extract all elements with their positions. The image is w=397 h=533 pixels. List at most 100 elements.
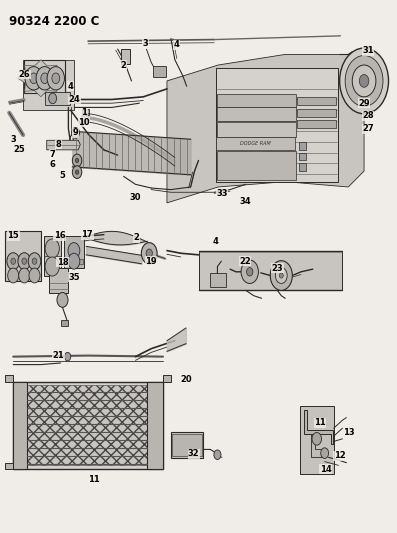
Text: 18: 18 — [57, 258, 68, 266]
Circle shape — [11, 258, 15, 264]
Text: 21: 21 — [53, 351, 64, 360]
Text: 26: 26 — [18, 70, 30, 79]
Polygon shape — [163, 375, 171, 382]
Bar — [210, 273, 226, 287]
Text: 3: 3 — [10, 135, 16, 144]
Bar — [299, 142, 306, 150]
Text: 4: 4 — [67, 82, 73, 91]
Bar — [218, 108, 296, 120]
Circle shape — [22, 258, 27, 264]
Polygon shape — [5, 375, 13, 382]
Text: 33: 33 — [216, 189, 228, 198]
Text: 30: 30 — [130, 193, 141, 202]
Circle shape — [321, 448, 329, 458]
Text: 24: 24 — [68, 95, 80, 104]
Circle shape — [81, 115, 87, 123]
Bar — [216, 68, 339, 182]
Circle shape — [57, 293, 68, 308]
Bar — [198, 251, 342, 290]
Bar — [218, 122, 296, 136]
Circle shape — [36, 67, 54, 90]
Text: 23: 23 — [272, 264, 283, 272]
Circle shape — [8, 268, 19, 283]
Text: 35: 35 — [69, 272, 80, 281]
Circle shape — [75, 158, 79, 163]
Bar — [297, 109, 337, 117]
Text: 3: 3 — [143, 39, 148, 49]
Text: 13: 13 — [343, 428, 355, 437]
Text: 27: 27 — [362, 124, 374, 133]
Text: 4: 4 — [174, 41, 180, 50]
Bar — [218, 94, 296, 108]
Text: 34: 34 — [239, 197, 251, 206]
Text: 10: 10 — [78, 118, 90, 127]
Bar — [64, 236, 84, 268]
Text: 4: 4 — [212, 237, 218, 246]
Circle shape — [359, 75, 369, 87]
Circle shape — [339, 48, 389, 114]
Circle shape — [64, 352, 71, 361]
Bar — [13, 382, 163, 469]
Bar — [5, 231, 41, 281]
Text: 5: 5 — [60, 171, 66, 180]
Bar — [44, 236, 60, 276]
Bar — [82, 109, 89, 115]
Text: 90324 2200 C: 90324 2200 C — [9, 14, 100, 28]
Circle shape — [352, 65, 376, 97]
Bar — [65, 259, 83, 264]
Text: 6: 6 — [50, 160, 56, 169]
Bar — [299, 152, 306, 160]
Circle shape — [32, 258, 37, 264]
Polygon shape — [5, 463, 13, 469]
Text: 12: 12 — [334, 451, 345, 461]
Polygon shape — [304, 410, 333, 444]
Polygon shape — [47, 140, 80, 150]
Bar — [13, 382, 27, 469]
Text: 20: 20 — [180, 375, 192, 384]
Bar — [23, 60, 74, 110]
Text: 16: 16 — [54, 231, 66, 240]
Circle shape — [72, 154, 82, 167]
Bar — [24, 60, 65, 93]
Circle shape — [68, 243, 80, 259]
Bar — [216, 136, 295, 150]
Bar — [49, 268, 67, 293]
Circle shape — [276, 268, 287, 284]
Bar — [171, 432, 203, 458]
Circle shape — [52, 73, 60, 84]
Bar — [297, 97, 337, 105]
Circle shape — [279, 273, 283, 278]
Bar — [45, 92, 70, 105]
Circle shape — [214, 450, 221, 459]
Polygon shape — [311, 433, 324, 457]
Circle shape — [141, 243, 157, 264]
Circle shape — [45, 239, 59, 258]
Circle shape — [247, 268, 253, 276]
Circle shape — [7, 253, 19, 270]
Bar — [153, 66, 166, 77]
Bar — [60, 319, 67, 326]
Bar — [121, 49, 129, 64]
Circle shape — [345, 55, 383, 107]
Text: 2: 2 — [121, 61, 127, 69]
Text: 25: 25 — [13, 146, 25, 155]
Text: 32: 32 — [188, 449, 200, 458]
Bar — [27, 385, 147, 465]
Text: 9: 9 — [73, 128, 78, 138]
Circle shape — [45, 257, 59, 276]
Bar — [172, 434, 202, 456]
Bar — [147, 382, 163, 469]
Circle shape — [241, 260, 258, 284]
Circle shape — [29, 268, 40, 283]
Circle shape — [49, 93, 57, 104]
Circle shape — [75, 170, 79, 174]
Bar — [299, 163, 306, 171]
Circle shape — [25, 67, 42, 90]
Circle shape — [72, 166, 82, 179]
Polygon shape — [167, 54, 364, 203]
Text: 2: 2 — [133, 233, 139, 243]
Circle shape — [270, 261, 292, 290]
Text: 15: 15 — [7, 231, 19, 240]
Text: 8: 8 — [56, 140, 62, 149]
Circle shape — [146, 249, 152, 257]
